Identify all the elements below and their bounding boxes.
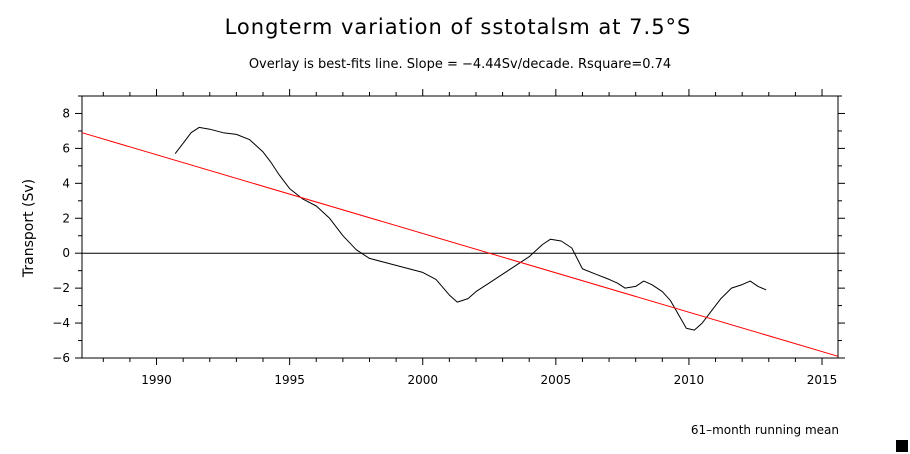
- y-tick-label: 8: [62, 106, 70, 120]
- y-tick-label: 2: [62, 211, 70, 225]
- x-tick-label: 1990: [141, 373, 172, 387]
- y-tick-label: 6: [62, 141, 70, 155]
- plot-frame: [81, 95, 839, 359]
- chart-subtitle: Overlay is best-fits line. Slope = −4.44…: [249, 57, 671, 72]
- y-axis-label: Transport (Sv): [21, 179, 37, 278]
- chart-title: Longterm variation of sstotalsm at 7.5°S: [225, 15, 692, 39]
- x-tick-label: 1995: [274, 373, 305, 387]
- y-tick-label: −6: [52, 351, 70, 365]
- running-mean-line: [174, 126, 767, 331]
- y-tick-label: −2: [52, 281, 70, 295]
- y-tick-label: 0: [62, 246, 70, 260]
- y-tick-label: 4: [62, 176, 70, 190]
- x-tick-label: 2010: [674, 373, 705, 387]
- y-tick-label: −4: [52, 316, 70, 330]
- corner-marker: [896, 440, 908, 452]
- x-tick-label: 2015: [807, 373, 838, 387]
- x-tick-label: 2005: [541, 373, 572, 387]
- x-tick-label: 2000: [407, 373, 438, 387]
- best-fit-line: [81, 132, 839, 357]
- running-mean-note: 61–month running mean: [691, 423, 839, 437]
